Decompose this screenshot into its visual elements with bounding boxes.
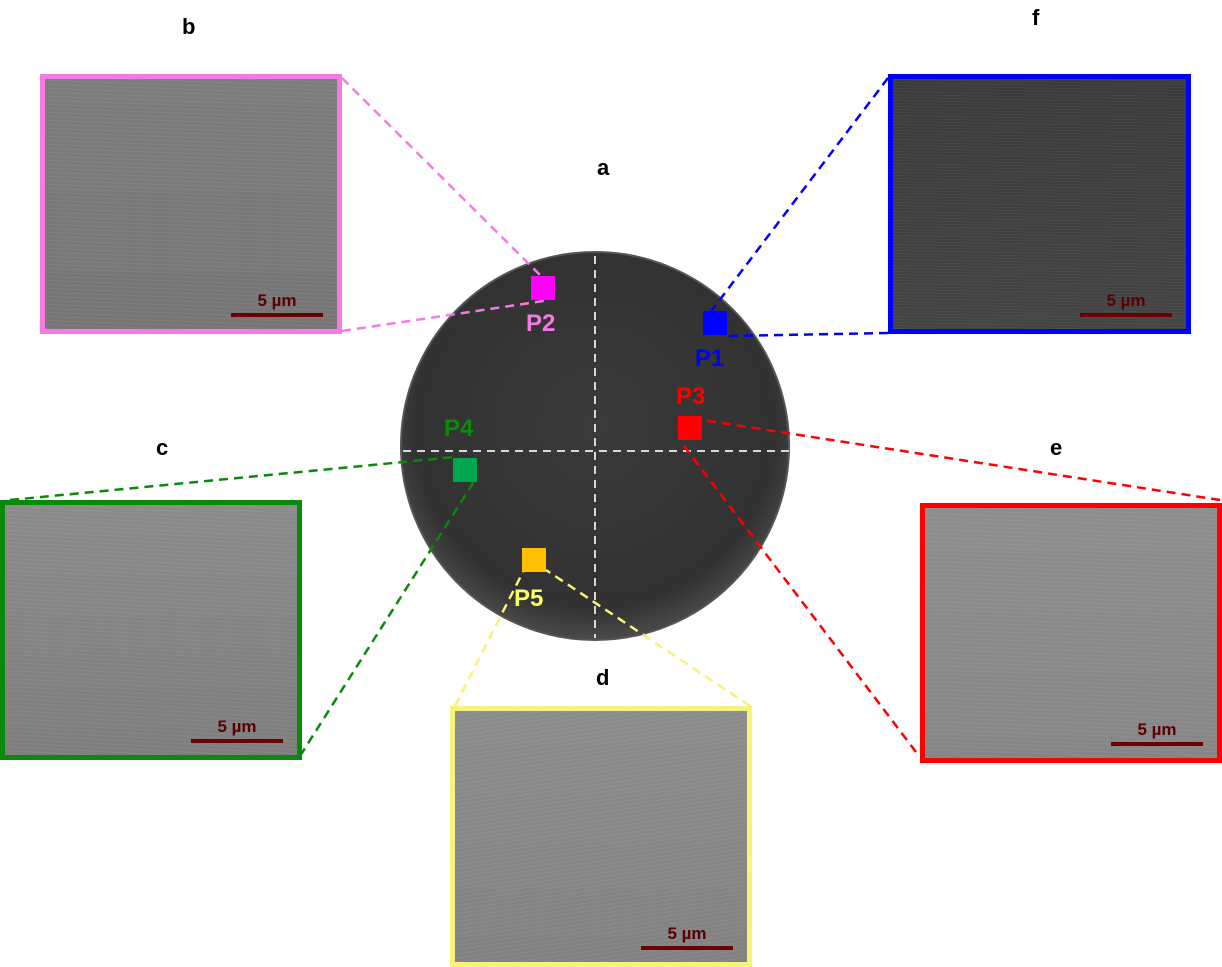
marker-p1 <box>703 311 727 335</box>
label-p4: P4 <box>444 415 474 442</box>
scale-bar-c: 5 µm <box>191 717 283 743</box>
scale-bar-d: 5 µm <box>641 924 733 950</box>
label-p5: P5 <box>514 585 543 612</box>
connector-p2-bottom <box>341 298 551 333</box>
sem-texture-c <box>5 505 297 755</box>
scale-bar-f: 5 µm <box>1080 291 1172 317</box>
connector-p5-left <box>453 567 527 707</box>
marker-p4 <box>453 458 477 482</box>
connector-p1-top <box>705 77 889 319</box>
sem-image-f: 5 µm <box>888 74 1191 334</box>
panel-label-e: e <box>1050 435 1063 460</box>
scale-bar-label: 5 µm <box>1137 720 1177 739</box>
scale-bar-line <box>1080 313 1172 317</box>
panel-label-f: f <box>1032 5 1040 30</box>
sem-texture-f <box>893 79 1186 329</box>
panel-label-d: d <box>596 665 610 690</box>
panel-label-a: a <box>597 155 610 180</box>
scale-bar-label: 5 µm <box>257 291 297 310</box>
scale-bar-b: 5 µm <box>231 291 323 317</box>
sem-texture-b <box>45 79 337 329</box>
scale-bar-line <box>1111 742 1203 746</box>
marker-p3 <box>678 416 702 440</box>
sem-texture-e <box>925 508 1217 758</box>
connector-p5-right <box>545 568 751 708</box>
connector-p1-bottom <box>727 331 889 338</box>
label-p2: P2 <box>526 310 555 337</box>
scale-bar-line <box>191 739 283 743</box>
scale-bar-line <box>641 946 733 950</box>
panel-label-b: b <box>182 14 196 39</box>
connector-p2-top <box>341 77 544 279</box>
connector-p3-top <box>701 418 1221 502</box>
sem-image-d: 5 µm <box>450 706 752 967</box>
scale-bar-e: 5 µm <box>1111 720 1203 746</box>
panel-label-c: c <box>156 435 169 460</box>
marker-p5 <box>522 548 546 572</box>
scale-bar-label: 5 µm <box>1106 291 1146 310</box>
label-p3: P3 <box>676 383 705 410</box>
label-p1: P1 <box>695 345 724 372</box>
scale-bar-label: 5 µm <box>667 924 707 943</box>
scale-bar-line <box>231 313 323 317</box>
sem-texture-d <box>455 711 747 962</box>
sem-image-c: 5 µm <box>0 500 302 760</box>
connector-p4-top <box>9 455 456 502</box>
sem-image-e: 5 µm <box>920 503 1222 763</box>
connector-p3-bottom <box>680 441 917 753</box>
marker-p2 <box>531 276 555 300</box>
connector-p4-bottom <box>298 479 477 757</box>
sem-image-b: 5 µm <box>40 74 342 334</box>
scale-bar-label: 5 µm <box>217 717 257 736</box>
